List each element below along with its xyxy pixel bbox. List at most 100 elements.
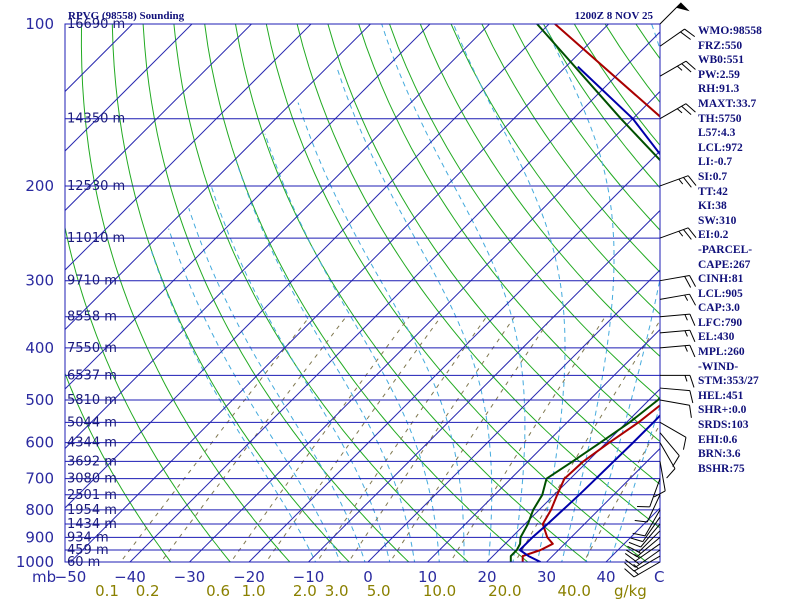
height-label: 12530 m [67,179,125,194]
wind-barb-half [684,314,688,321]
wind-barb-staff [659,2,682,25]
pressure-tick-label: 800 [25,501,54,519]
wind-barb [637,478,661,508]
index-item: BSHR:75 [698,462,745,475]
dry-adiabat-line [235,24,589,562]
mixing-ratio-line [265,316,442,562]
wind-barb-full [681,63,692,73]
isotherm-line [545,447,660,562]
temperature-tick-label: 0 [363,568,373,586]
wind-barb-full [683,177,692,188]
isotherm-line [486,388,660,562]
wind-barb-full [683,229,692,240]
mixing-ratio-tick-label: 5.0 [367,582,391,600]
wind-barb-staff [659,461,666,491]
temperature-trace [521,24,660,562]
wind-barb-full [689,313,696,326]
wind-barb-full [685,60,696,70]
wind-barb [653,461,666,498]
pressure-tick-label: 500 [25,391,54,409]
mixing-ratio-tick-label: 10.0 [423,582,456,600]
temperature-tick-label: −10 [293,568,325,586]
height-label: 6537 m [67,368,117,383]
isobars [65,23,660,563]
wind-barb [659,274,697,288]
wind-barb-full [681,105,692,116]
dry-adiabat-line [173,24,470,562]
index-item: MAXT:33.7 [698,97,757,110]
wind-barb [659,442,676,479]
wind-barb [659,399,692,418]
index-item: -WIND- [698,360,739,373]
index-item: TH:5750 [698,112,742,125]
wind-barb-flag [676,2,690,12]
wind-barb-staff [649,478,661,508]
dry-adiabats [65,24,660,562]
wind-barb-half [634,560,640,565]
mixing-ratio-tick-label: 40.0 [558,582,591,600]
wind-barb-full [653,490,666,498]
pressure-tick-label: 300 [25,272,54,290]
height-label: 3080 m [67,472,117,487]
height-label: 2501 m [67,488,117,503]
dewpoint-trace [509,24,660,562]
temperature-tick-label: −20 [233,568,265,586]
moist-adiabat-line [543,24,615,562]
temperature-tick-label: 40 [596,568,615,586]
wind-barb [659,227,697,240]
height-label: 5810 m [67,393,117,408]
wind-barb-half [676,108,683,114]
isotherms [65,24,660,562]
wind-barb-full [632,532,646,537]
index-item: PW:2.59 [698,68,740,81]
wind-barb-full [684,276,692,288]
wind-barb [659,387,694,404]
wind-barb-full [689,345,696,358]
dry-adiabat-line [142,24,410,562]
index-item: SI:0.7 [698,170,728,183]
isotherm-line [65,24,312,271]
wind-barb-staff [640,523,661,548]
moist-adiabat-line [264,133,440,562]
wind-barb [659,421,687,450]
wind-barb-staff [659,175,689,187]
dry-adiabat-line [80,24,291,562]
index-item: CAPE:267 [698,258,751,271]
wind-barbs [624,2,697,578]
dry-adiabat-line [450,24,660,315]
isotherm-line [248,150,660,562]
temperature-tick-label: 10 [418,568,437,586]
wind-barb [630,516,661,543]
wind-barb [660,374,695,388]
mixing-ratio-tick-label: 0.1 [95,582,119,600]
wind-barb [659,2,690,25]
wind-barb [659,103,696,120]
index-item: RH:91.3 [698,83,740,96]
wind-barb-half [678,230,684,237]
wind-barb-full [624,559,636,568]
wind-barb-staff [644,509,661,537]
index-item: KI:38 [698,200,727,213]
indices-panel: WMO:98558 FRZ:550 WB0:551 PW:2.59 RH:91.3 MAX… [698,24,800,476]
mixing-ratio-line [389,316,553,562]
height-label: 11010 m [67,231,125,246]
temperature-tick-labels: −50 −40 −30 −20 −10 0 10 20 30 40 [55,568,616,586]
wind-barb-half [684,294,689,301]
index-item: -PARCEL- [698,243,753,256]
isotherm-line [367,269,660,562]
index-item: LFC:790 [698,316,743,329]
wind-barb [634,494,661,523]
wind-barb-staff [659,432,680,457]
index-item: LI:-0.7 [698,156,733,169]
moist-adiabat-line [381,24,526,562]
pressure-unit-label: mb [32,568,56,586]
mixing-ratio-tick-label: 2.0 [293,582,317,600]
index-item: CINH:81 [698,273,744,286]
pressure-tick-label: 200 [25,177,54,195]
dry-adiabat-line [358,24,660,443]
wind-barb-half [684,345,688,352]
wind-barb-staff [642,516,661,542]
moist-adiabat-line [235,161,416,562]
temperature-tick-label: 20 [477,568,496,586]
